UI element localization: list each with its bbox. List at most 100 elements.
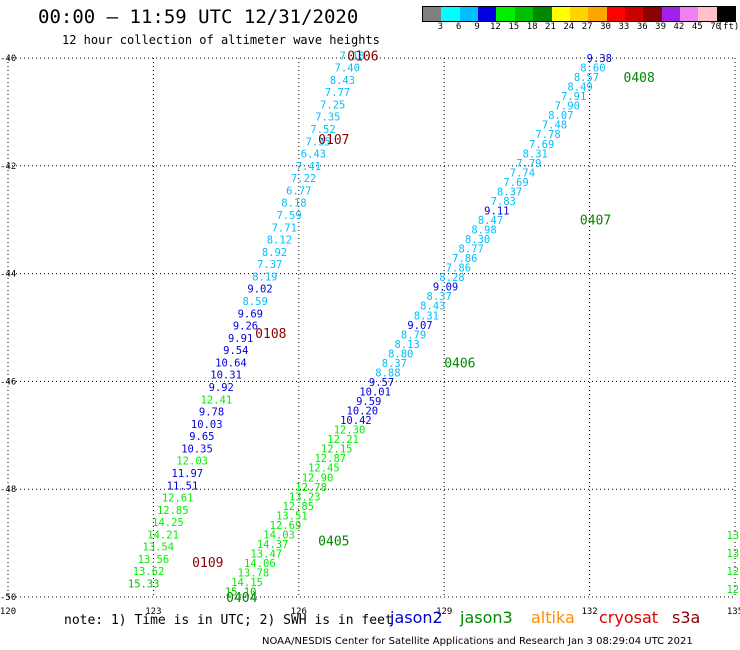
color-scale-labels: 3 6 9 12 15 18 21 24 27 30 33 36 39 42 45 70 (ft) [422,22,740,34]
color-swatch [588,7,607,21]
color-scale-bar [422,6,736,22]
color-swatch [441,7,460,21]
wave-height-value: 8.88 [375,367,400,379]
wave-height-value: 9.65 [189,431,214,443]
wave-height-value: 12.69 [270,520,302,532]
color-scale-label: 45 [691,22,703,32]
wave-height-value: 12.90 [726,584,740,596]
color-scale-label: 12 [489,22,501,32]
color-scale-label: 3 [437,22,444,32]
wave-height-value: 12.89 [726,566,740,578]
wave-height-value: 13.15 [726,548,740,560]
pass-time-label: 0109 [192,556,223,571]
y-tick-label: -48 [0,485,16,495]
y-tick-label: -42 [0,162,16,172]
wave-height-value: 13.12 [726,530,740,542]
credit-line: NOAA/NESDIS Center for Satellite Applica… [262,636,693,647]
wave-height-tracks: 7.187.408.437.777.257.357.527.356.437.41… [128,50,740,598]
lat-lon-grid [7,57,736,598]
wave-height-value: 7.91 [561,91,586,103]
color-scale-label: 15 [508,22,520,32]
y-tick-label: -40 [0,54,16,64]
legend-jason3: jason3 [460,608,513,627]
wave-height-value: 7.35 [306,136,331,148]
wave-height-value: 8.30 [465,234,490,246]
wave-height-value: 12.45 [308,463,340,475]
wave-height-value: 14.06 [244,558,276,570]
color-scale-label: 24 [563,22,575,32]
wave-height-value: 7.86 [446,263,471,275]
wave-height-value: 8.13 [395,339,420,351]
wave-height-value: 11.51 [167,480,199,492]
page-subtitle: 12 hour collection of altimeter wave hei… [62,33,380,47]
color-swatch [514,7,534,21]
wave-height-value: 12.15 [321,444,353,456]
wave-height-value: 6.43 [301,149,326,161]
wave-height-value: 8.47 [478,215,503,227]
color-swatch [624,7,644,21]
wave-height-value: 7.25 [320,99,345,111]
units-note: note: 1) Time is in UTC; 2) SWH is in fe… [64,613,393,628]
x-tick-label: 126 [291,607,307,617]
color-scale-label: 33 [618,22,630,32]
y-tick-label: -50 [0,593,16,603]
wave-height-value: 10.20 [347,406,379,418]
wave-height-value: 7.90 [555,101,580,113]
color-swatch [478,7,497,21]
wave-height-value: 13.47 [250,548,282,560]
x-tick-label: 129 [436,607,452,617]
color-scale-label: 18 [526,22,538,32]
wave-height-value: 15.33 [128,579,160,591]
x-tick-label: 132 [581,607,597,617]
wave-height-value: 8.37 [382,358,407,370]
x-tick-label: 135 [727,607,740,617]
wave-height-value: 9.59 [356,396,381,408]
pass-time-labels: 0106 0107 0108 0109 0408 0407 0406 0405 0404 [192,49,655,606]
wave-height-value: 9.02 [247,284,272,296]
wave-height-value: 8.98 [471,225,496,237]
wave-height-value: 12.21 [327,434,359,446]
wave-height-value: 13.78 [238,568,270,580]
wave-height-value: 8.79 [401,329,426,341]
wave-height-value: 14.37 [257,539,289,551]
wave-height-value: 7.40 [335,63,360,75]
wave-height-value: 8.80 [388,348,413,360]
legend-jason2: jason2 [390,608,443,627]
wave-height-value: 6.77 [286,185,311,197]
y-tick-label: -46 [0,377,16,387]
wave-height-value: 8.49 [567,82,592,94]
wave-height-value: 8.57 [574,72,599,84]
color-scale-label: 42 [673,22,685,32]
y-tick-label: -44 [0,270,16,280]
color-swatch [569,7,589,21]
wave-height-value: 7.77 [325,87,350,99]
wave-height-value: 12.85 [282,501,314,513]
wave-height-value: 10.03 [191,419,223,431]
wave-height-value: 9.78 [199,407,224,419]
wave-height-value: 8.19 [252,271,277,283]
wave-height-value: 10.64 [215,357,247,369]
pass-time-label: 0106 [347,49,378,64]
wave-height-value: 7.18 [339,50,364,62]
color-scale-label: (ft) [717,22,740,32]
wave-height-value: 7.71 [272,222,297,234]
wave-height-value: 7.37 [257,259,282,271]
wave-height-value: 8.12 [267,235,292,247]
wave-height-value: 7.83 [491,196,516,208]
wave-height-value: 15.10 [225,587,257,599]
color-scale-label: 27 [581,22,593,32]
legend-altika: altika [531,608,575,627]
wave-height-value: 7.22 [291,173,316,185]
wave-height-value: 10.42 [340,415,372,427]
wave-height-value: 13.54 [142,542,174,554]
wave-height-value: 9.26 [233,321,258,333]
wave-height-value: 14.03 [263,529,295,541]
color-swatch [459,7,479,21]
wave-height-value: 14.21 [147,529,179,541]
color-swatch [606,7,625,21]
color-swatch [643,7,662,21]
x-tick-label: 120 [0,607,16,617]
wave-height-value: 8.77 [459,244,484,256]
wave-height-value: 8.59 [243,296,268,308]
